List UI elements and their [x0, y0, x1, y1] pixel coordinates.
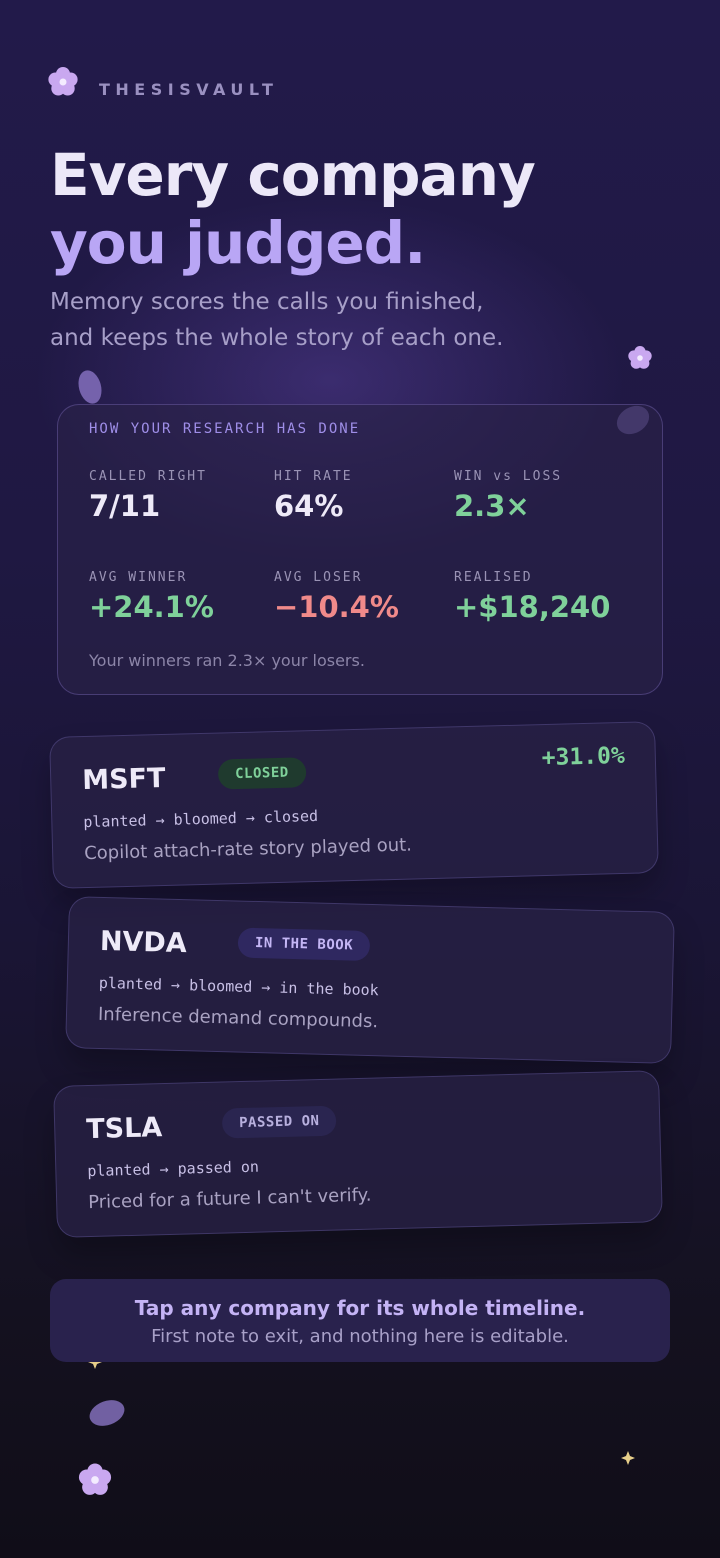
footer-title: Tap any company for its whole timeline. — [134, 1296, 586, 1320]
company-card[interactable]: NVDA IN THE BOOK planted → bloomed → in … — [65, 896, 675, 1064]
brand: THESISVAULT — [99, 80, 279, 99]
status-badge: PASSED ON — [221, 1105, 337, 1139]
stages: planted → bloomed → in the book — [98, 973, 379, 1000]
ticker: MSFT — [81, 762, 166, 797]
stat-value: 7/11 — [89, 489, 161, 523]
ticker: NVDA — [99, 925, 188, 960]
stats-note: Your winners ran 2.3× your losers. — [89, 651, 365, 670]
footer-text: First note to exit, and nothing here is … — [151, 1326, 569, 1347]
stat-value: −10.4% — [274, 590, 399, 624]
card-note: Priced for a future I can't verify. — [87, 1184, 372, 1214]
stat-label: CALLED RIGHT — [89, 469, 207, 484]
stat-value: +24.1% — [89, 590, 214, 624]
stat-label: REALISED — [454, 570, 533, 585]
stat-label: WIN vs LOSS — [454, 469, 563, 484]
stat-label: AVG WINNER — [89, 570, 188, 585]
company-card[interactable]: TSLA PASSED ON planted → passed on Price… — [53, 1070, 663, 1238]
ticker: TSLA — [85, 1112, 163, 1146]
card-note: Copilot attach-rate story played out. — [83, 834, 413, 865]
stages: planted → passed on — [87, 1157, 260, 1181]
headline: you judged. — [50, 209, 426, 277]
stats-heading: HOW YOUR RESEARCH HAS DONE — [89, 421, 361, 437]
stat-label: HIT RATE — [274, 469, 353, 484]
card-note: Inference demand compounds. — [97, 1003, 379, 1033]
status-badge: IN THE BOOK — [237, 927, 371, 961]
subtitle: and keeps the whole story of each one. — [50, 325, 504, 351]
status-badge: CLOSED — [217, 757, 307, 790]
stat-value: 64% — [274, 489, 344, 523]
headline: Every company — [50, 141, 536, 209]
subtitle: Memory scores the calls you finished, — [50, 289, 484, 315]
company-card[interactable]: MSFT CLOSED +31.0% planted → bloomed → c… — [49, 721, 659, 889]
stages: planted → bloomed → closed — [83, 806, 319, 832]
stat-value: +$18,240 — [454, 590, 611, 624]
stat-value: 2.3× — [454, 489, 530, 523]
return: +31.0% — [541, 742, 626, 772]
stat-label: AVG LOSER — [274, 570, 363, 585]
stats-card: HOW YOUR RESEARCH HAS DONE CALLED RIGHT … — [57, 404, 663, 695]
footer: Tap any company for its whole timeline. … — [50, 1279, 670, 1362]
